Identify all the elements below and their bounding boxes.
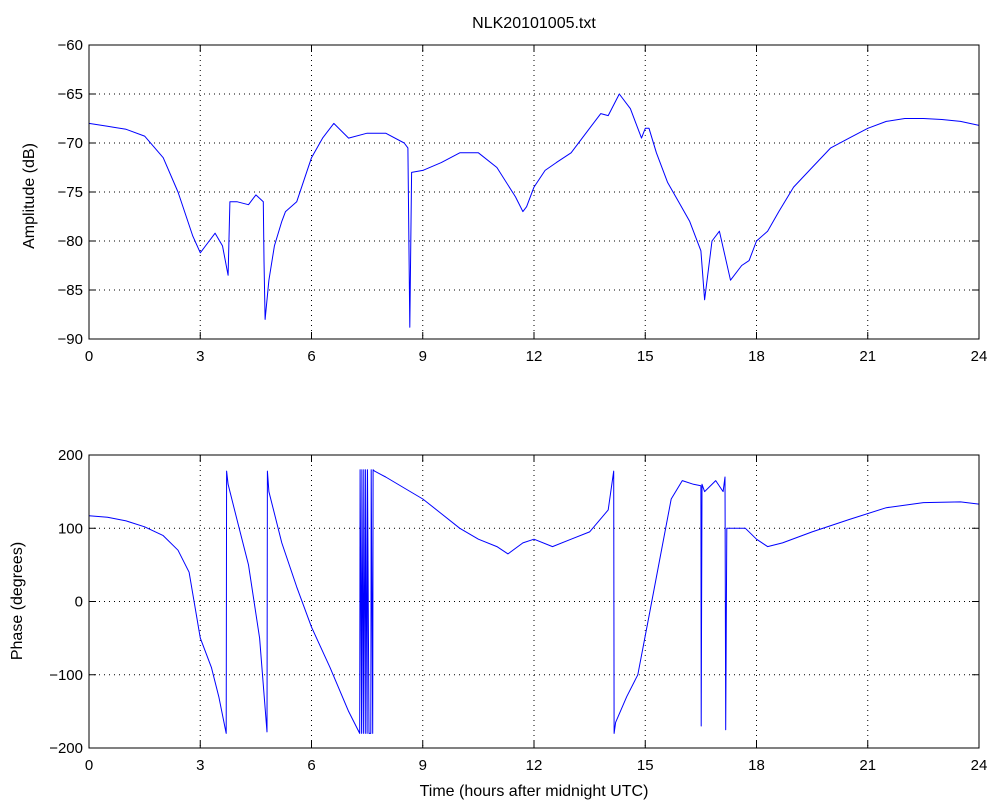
x-tick-label: 12 xyxy=(526,757,543,774)
x-tick-label: 6 xyxy=(307,757,315,774)
y-tick-label: −70 xyxy=(58,135,83,152)
x-tick-label: 21 xyxy=(859,757,876,774)
y-tick-label: −200 xyxy=(49,740,83,757)
y-tick-label: −60 xyxy=(58,37,83,54)
y-tick-label: 100 xyxy=(58,520,83,537)
y-tick-label: −75 xyxy=(58,184,83,201)
x-tick-label: 9 xyxy=(419,348,427,365)
y-tick-label: −90 xyxy=(58,331,83,348)
phase-chart: Time (hours after midnight UTC) Phase (d… xyxy=(9,447,987,800)
series-line xyxy=(88,469,980,734)
x-tick-label: 24 xyxy=(971,348,988,365)
grid-lines xyxy=(89,455,979,748)
y-tick-label: −100 xyxy=(49,667,83,684)
x-tick-label: 12 xyxy=(526,348,543,365)
y-tick-label: 200 xyxy=(58,447,83,464)
x-tick-label: 9 xyxy=(419,757,427,774)
x-tick-label: 15 xyxy=(637,348,654,365)
phase-y-axis-label: Phase (degrees) xyxy=(9,542,26,660)
x-tick-label: 0 xyxy=(85,348,93,365)
x-tick-label: 21 xyxy=(859,348,876,365)
x-tick-label: 6 xyxy=(307,348,315,365)
chart-title: NLK20101005.txt xyxy=(472,15,596,32)
x-tick-label: 3 xyxy=(196,757,204,774)
x-tick-label: 24 xyxy=(971,757,988,774)
time-x-axis-label: Time (hours after midnight UTC) xyxy=(420,783,649,800)
x-tick-label: 18 xyxy=(748,348,765,365)
x-tick-label: 15 xyxy=(637,757,654,774)
series-line xyxy=(88,93,980,328)
amplitude-chart: NLK20101005.txt Amplitude (dB) 0 3 6 9 12 15 1… xyxy=(21,15,987,365)
y-tick-label: −85 xyxy=(58,282,83,299)
y-tick-label: −80 xyxy=(58,233,83,250)
x-tick-label: 3 xyxy=(196,348,204,365)
y-tick-label: −65 xyxy=(58,86,83,103)
x-tick-label: 18 xyxy=(748,757,765,774)
x-tick-label: 0 xyxy=(85,757,93,774)
amplitude-y-axis-label: Amplitude (dB) xyxy=(21,143,38,249)
y-tick-label: 0 xyxy=(75,594,83,611)
grid-lines xyxy=(89,45,979,339)
